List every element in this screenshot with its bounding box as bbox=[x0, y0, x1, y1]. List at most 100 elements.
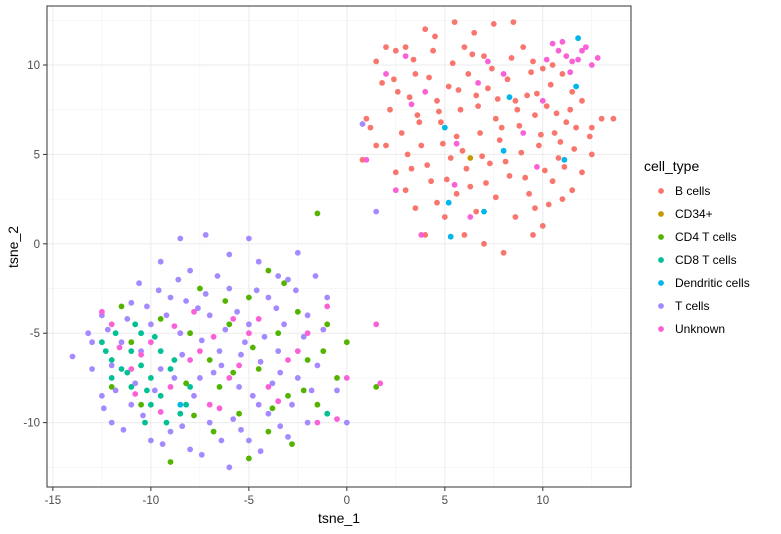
point-b-cells bbox=[559, 71, 566, 77]
point-t-cells bbox=[218, 362, 225, 369]
point-unknown bbox=[246, 330, 252, 337]
point-b-cells bbox=[557, 139, 564, 145]
point-b-cells bbox=[539, 223, 546, 229]
point-b-cells bbox=[549, 178, 556, 185]
point-unknown bbox=[285, 357, 291, 363]
point-b-cells bbox=[547, 81, 554, 88]
point-b-cells bbox=[363, 115, 370, 122]
point-cd4-t-cells bbox=[157, 316, 164, 322]
y-tick-label: 10 bbox=[27, 60, 40, 72]
point-b-cells bbox=[394, 88, 401, 95]
point-b-cells bbox=[516, 122, 523, 129]
point-unknown bbox=[408, 101, 415, 108]
point-b-cells bbox=[510, 19, 517, 25]
point-cd8-t-cells bbox=[142, 419, 148, 426]
point-t-cells bbox=[293, 287, 299, 294]
point-unknown bbox=[383, 71, 389, 77]
point-unknown bbox=[539, 97, 546, 104]
point-cd8-t-cells bbox=[124, 369, 131, 376]
point-cd8-t-cells bbox=[102, 348, 109, 354]
point-t-cells bbox=[281, 321, 287, 328]
point-dendritic-cells bbox=[177, 401, 184, 408]
point-t-cells bbox=[277, 423, 284, 430]
point-t-cells bbox=[285, 434, 291, 440]
point-t-cells bbox=[257, 448, 264, 455]
point-t-cells bbox=[275, 348, 282, 354]
point-b-cells bbox=[404, 151, 411, 158]
point-unknown bbox=[451, 181, 458, 188]
point-t-cells bbox=[179, 351, 186, 358]
point-b-cells bbox=[545, 201, 552, 208]
point-t-cells bbox=[304, 419, 311, 426]
point-t-cells bbox=[300, 333, 307, 340]
point-b-cells bbox=[500, 249, 507, 256]
y-axis-title: tsne_2 bbox=[5, 226, 21, 268]
point-b-cells bbox=[536, 142, 542, 149]
point-t-cells bbox=[275, 273, 282, 279]
point-unknown bbox=[210, 333, 217, 340]
point-b-cells bbox=[436, 108, 442, 115]
point-b-cells bbox=[373, 142, 380, 149]
point-b-cells bbox=[569, 88, 576, 95]
point-b-cells bbox=[418, 142, 425, 149]
point-unknown bbox=[343, 375, 350, 381]
point-t-cells bbox=[99, 392, 105, 399]
point-t-cells bbox=[214, 273, 221, 279]
point-b-cells bbox=[412, 205, 419, 212]
point-t-cells bbox=[246, 235, 252, 242]
point-b-cells bbox=[506, 173, 513, 179]
point-cd4-t-cells bbox=[255, 366, 262, 372]
point-t-cells bbox=[179, 423, 186, 430]
point-cd8-t-cells bbox=[118, 366, 125, 372]
point-b-cells bbox=[492, 115, 499, 122]
point-cd8-t-cells bbox=[324, 410, 331, 417]
point-t-cells bbox=[304, 312, 311, 319]
point-cd8-t-cells bbox=[167, 366, 174, 372]
point-cd4-t-cells bbox=[289, 441, 295, 447]
point-b-cells bbox=[512, 214, 519, 220]
point-b-cells bbox=[461, 44, 468, 50]
x-tick-label: -10 bbox=[143, 495, 160, 507]
point-t-cells bbox=[157, 258, 164, 265]
point-cd4-t-cells bbox=[236, 410, 243, 417]
point-unknown bbox=[475, 80, 481, 86]
point-b-cells bbox=[473, 208, 480, 215]
point-unknown bbox=[567, 69, 574, 76]
legend-key-unknown bbox=[658, 326, 664, 332]
point-t-cells bbox=[226, 285, 233, 292]
point-cd4-t-cells bbox=[167, 459, 174, 465]
point-t-cells bbox=[104, 326, 111, 333]
point-cd4-t-cells bbox=[138, 401, 145, 408]
point-b-cells bbox=[579, 169, 585, 176]
point-unknown bbox=[563, 53, 570, 59]
y-tick-label: 0 bbox=[34, 239, 40, 251]
point-b-cells bbox=[453, 133, 460, 140]
point-b-cells bbox=[465, 71, 472, 77]
point-cd8-t-cells bbox=[148, 375, 154, 381]
point-cd8-t-cells bbox=[138, 362, 145, 369]
point-t-cells bbox=[230, 416, 237, 422]
point-dendritic-cells bbox=[500, 147, 507, 154]
point-cd4-t-cells bbox=[314, 401, 321, 408]
point-b-cells bbox=[561, 164, 568, 170]
point-b-cells bbox=[532, 112, 538, 118]
point-unknown bbox=[583, 44, 589, 50]
point-b-cells bbox=[459, 147, 466, 154]
point-t-cells bbox=[177, 235, 184, 242]
point-cd4-t-cells bbox=[197, 285, 203, 292]
point-cd4-t-cells bbox=[226, 321, 233, 328]
point-b-cells bbox=[430, 47, 436, 54]
point-b-cells bbox=[514, 106, 521, 113]
point-t-cells bbox=[242, 339, 248, 346]
point-b-cells bbox=[432, 33, 438, 40]
point-b-cells bbox=[490, 21, 497, 27]
legend-items: B cells CD34+ CD4 T cells CD8 T cells Dendri… bbox=[658, 184, 750, 336]
point-t-cells bbox=[269, 380, 276, 387]
point-t-cells bbox=[202, 291, 209, 297]
point-b-cells bbox=[408, 165, 415, 172]
point-t-cells bbox=[312, 273, 319, 279]
point-t-cells bbox=[177, 330, 184, 337]
point-b-cells bbox=[571, 146, 578, 152]
point-cd4-t-cells bbox=[118, 303, 125, 310]
point-unknown bbox=[294, 348, 301, 354]
